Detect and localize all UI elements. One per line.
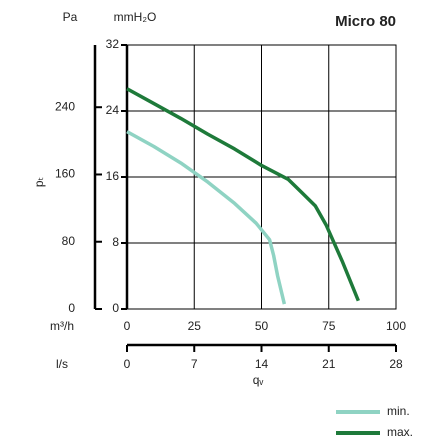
y2-tick-label: 240 — [55, 99, 75, 113]
x-unit: m³/h — [50, 319, 74, 333]
y-tick-label: 32 — [106, 37, 120, 51]
x-tick-label: 25 — [188, 319, 202, 333]
y2-tick-label: 80 — [62, 234, 76, 248]
x-tick-label: 0 — [124, 319, 131, 333]
y2-tick-label: 0 — [68, 301, 75, 315]
legend-label: min. — [387, 404, 410, 418]
y2-unit: Pa — [63, 10, 78, 24]
y-label: pₜ — [32, 177, 46, 187]
y-tick-label: 8 — [112, 235, 119, 249]
curve — [126, 87, 360, 302]
x-tick-label: 100 — [386, 319, 406, 333]
y-tick-label: 0 — [112, 301, 119, 315]
x-tick-label: 50 — [255, 319, 269, 333]
x2-unit: l/s — [56, 357, 68, 371]
y2-tick-label: 160 — [55, 167, 75, 181]
x2-tick-label: 0 — [124, 357, 131, 371]
legend-label: max. — [387, 425, 413, 439]
curve — [126, 130, 287, 305]
y-unit: mmH₂O — [114, 10, 157, 24]
x2-tick-label: 14 — [255, 357, 269, 371]
chart-title: Micro 80 — [335, 13, 396, 30]
y-tick-label: 24 — [106, 103, 120, 117]
y-tick-label: 16 — [106, 169, 120, 183]
x2-tick-label: 28 — [389, 357, 403, 371]
x2-tick-label: 7 — [191, 357, 198, 371]
x2-tick-label: 21 — [322, 357, 336, 371]
x-label: qᵥ — [253, 373, 264, 387]
x-tick-label: 75 — [322, 319, 336, 333]
